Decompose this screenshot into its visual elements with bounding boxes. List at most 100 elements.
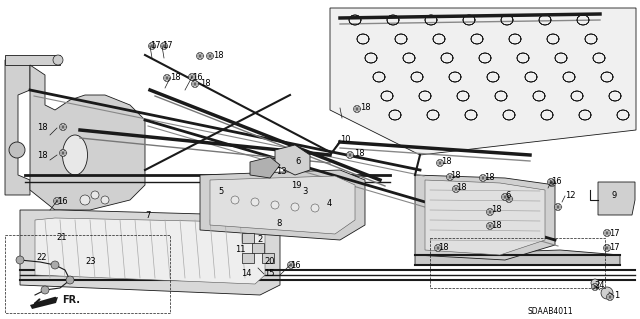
Text: 18: 18 [170,73,180,83]
Text: 4: 4 [327,198,332,207]
Bar [252,243,264,253]
Text: 18: 18 [354,150,365,159]
Circle shape [51,261,59,269]
Circle shape [502,194,509,201]
Text: 18: 18 [450,172,461,181]
Polygon shape [415,175,555,260]
Text: 16: 16 [57,197,68,206]
Circle shape [41,286,49,294]
Bar [262,253,274,263]
Text: SDAAB4011: SDAAB4011 [527,308,573,316]
Text: 18: 18 [456,183,467,192]
Polygon shape [210,176,355,234]
Text: 15: 15 [264,270,275,278]
Circle shape [16,256,24,264]
Circle shape [60,123,67,130]
Text: 2: 2 [257,235,262,244]
Text: 17: 17 [150,41,161,50]
Circle shape [54,197,61,204]
Circle shape [231,196,239,204]
Circle shape [291,203,299,211]
Circle shape [311,204,319,212]
Circle shape [591,279,599,287]
Text: 18: 18 [491,220,502,229]
Circle shape [447,174,454,181]
Bar [5,235,170,313]
Text: 7: 7 [145,211,150,219]
Circle shape [548,180,556,187]
Circle shape [53,55,63,65]
Text: 18: 18 [360,103,371,113]
Circle shape [60,150,67,157]
Circle shape [591,284,598,291]
Circle shape [196,53,204,60]
Polygon shape [425,180,545,255]
Text: 17: 17 [609,228,620,238]
Bar [430,238,605,288]
Circle shape [554,204,561,211]
Circle shape [189,73,195,80]
Text: 14: 14 [241,270,252,278]
Text: 23: 23 [85,256,95,265]
Text: 10: 10 [340,136,351,145]
Polygon shape [275,145,310,175]
Bar [5,55,60,65]
Bar [242,253,254,263]
Circle shape [80,195,90,205]
Text: 19: 19 [291,182,301,190]
Circle shape [287,262,294,269]
Text: 16: 16 [551,177,562,187]
Circle shape [91,191,99,199]
Text: FR.: FR. [62,295,80,305]
Polygon shape [598,182,635,215]
Text: 9: 9 [612,191,617,201]
Text: 3: 3 [302,187,307,196]
Circle shape [161,42,168,49]
Text: 13: 13 [276,167,287,176]
Text: 5: 5 [218,187,223,196]
Text: 18: 18 [438,242,449,251]
Text: 8: 8 [276,219,282,228]
Text: 21: 21 [56,234,67,242]
Polygon shape [250,157,280,178]
Polygon shape [415,250,620,265]
Polygon shape [35,218,265,284]
Circle shape [604,244,611,251]
Circle shape [9,142,25,158]
Circle shape [66,276,74,284]
Circle shape [353,106,360,113]
Text: 6: 6 [295,157,300,166]
Text: 16: 16 [290,261,301,270]
Text: 11: 11 [235,244,246,254]
Circle shape [607,293,614,300]
Text: 12: 12 [565,191,575,201]
Circle shape [601,287,613,299]
Text: 16: 16 [192,72,203,81]
Polygon shape [30,297,58,309]
Text: 18: 18 [484,173,495,182]
Polygon shape [5,60,30,195]
Text: 24: 24 [594,280,605,290]
Circle shape [486,209,493,216]
Text: 18: 18 [200,79,211,88]
Text: 6: 6 [505,191,510,201]
Text: 1: 1 [614,292,620,300]
Circle shape [486,222,493,229]
Polygon shape [200,170,365,240]
Circle shape [163,75,170,81]
Text: 22: 22 [36,254,47,263]
Circle shape [604,229,611,236]
Circle shape [207,53,214,60]
Circle shape [435,244,442,251]
Bar [242,233,254,243]
Circle shape [101,196,109,204]
Text: 17: 17 [162,41,173,50]
Circle shape [452,186,460,192]
Circle shape [506,196,513,203]
Polygon shape [30,65,145,210]
Text: 20: 20 [264,256,275,265]
Text: 18: 18 [491,205,502,214]
Circle shape [547,179,554,186]
Text: 18: 18 [37,123,47,132]
Text: 18: 18 [441,158,452,167]
